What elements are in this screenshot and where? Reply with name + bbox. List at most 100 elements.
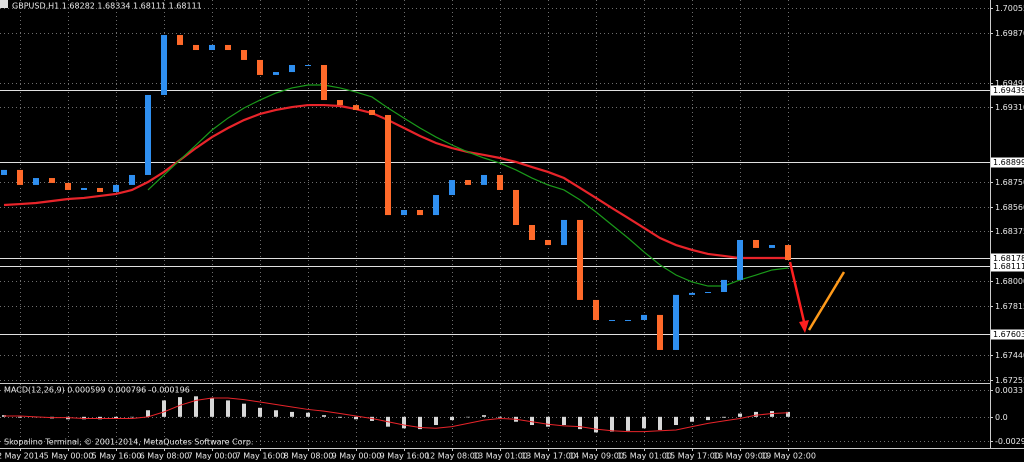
macd-bar (450, 416, 454, 421)
macd-bar (178, 397, 182, 417)
macd-bar (114, 416, 118, 419)
macd-bar (658, 416, 662, 430)
macd-bar (674, 416, 678, 426)
candle (417, 210, 423, 216)
candle (337, 100, 343, 106)
macd-bar (722, 416, 726, 418)
macd-bar (130, 416, 134, 418)
y-tick-label: 1.67815 (995, 302, 1024, 311)
x-tick-label: 15 May 17:00 (665, 452, 720, 461)
macd-bar (610, 416, 614, 432)
candle (657, 314, 663, 350)
candle (257, 59, 263, 75)
candle (33, 178, 39, 185)
x-tick-label: 15 May 01:00 (617, 452, 672, 461)
candle (305, 65, 311, 67)
y-tick-label: 1.68560 (995, 203, 1024, 212)
candle (353, 105, 359, 110)
candle (289, 65, 295, 73)
candle (113, 184, 119, 192)
price-level-label: 1.67603 (993, 330, 1024, 339)
macd-bar (706, 416, 710, 421)
y-tick-label: 0.0 (995, 413, 1008, 422)
candle (273, 72, 279, 75)
candle (177, 35, 183, 45)
macd-bar (338, 416, 342, 418)
macd-bar (402, 416, 406, 429)
candle (769, 245, 775, 248)
price-level-box (991, 85, 1024, 96)
candle (49, 178, 55, 183)
macd-bar (418, 416, 422, 430)
arrow-head (799, 320, 809, 333)
macd-bar (546, 416, 550, 427)
price-level-box (991, 253, 1024, 264)
candle (161, 35, 167, 95)
candle (145, 94, 151, 175)
candle (433, 195, 439, 216)
candle (705, 291, 711, 293)
candle (481, 174, 487, 185)
macd-bar (274, 410, 278, 417)
y-tick-label: 0.003315 (995, 386, 1024, 395)
indicator-line (3, 103, 788, 260)
macd-bar (690, 416, 694, 422)
y-tick-label: 1.68000 (995, 277, 1024, 286)
candle (529, 224, 535, 240)
candle (593, 299, 599, 320)
y-tick-label: 1.68750 (995, 178, 1024, 187)
macd-bar (162, 400, 166, 417)
x-tick-label: 2 May 2014 (0, 452, 44, 461)
macd-bar (530, 416, 534, 426)
candle (225, 44, 231, 51)
macd-bar (482, 415, 486, 417)
title-icon (0, 0, 8, 8)
price-level-label: 1.69439 (993, 86, 1024, 95)
candle (641, 314, 647, 320)
indicator-line (147, 84, 789, 287)
macd-bar (466, 416, 470, 418)
candle (609, 319, 615, 321)
x-tick-label: 6 May 08:00 (140, 452, 190, 461)
macd-bar (242, 403, 246, 417)
x-tick-label: 5 May 00:00 (44, 452, 94, 461)
y-tick-label: -0.00296 (995, 437, 1024, 446)
x-tick-label: 7 May 16:00 (236, 452, 286, 461)
candle (577, 219, 583, 300)
x-tick-label: 13 May 17:00 (521, 452, 576, 461)
candle (673, 294, 679, 350)
macd-bar (290, 411, 294, 417)
macd-bar (738, 413, 742, 417)
price-level-label: 1.68111 (993, 262, 1024, 271)
y-tick-label: 1.69310 (995, 103, 1024, 112)
macd-bar (754, 411, 758, 417)
x-tick-label: 14 May 09:00 (569, 452, 624, 461)
macd-bar (354, 416, 358, 420)
candle (193, 44, 199, 51)
arrow-up (807, 271, 846, 331)
candle (753, 239, 759, 248)
candle (209, 44, 215, 51)
candle (385, 115, 391, 216)
candle (721, 279, 727, 292)
price-level-label: 1.68899 (993, 158, 1024, 167)
x-tick-label: 12 May 08:00 (425, 452, 480, 461)
y-tick-label: 1.69495 (995, 79, 1024, 88)
macd-label: MACD(12,26,9) 0.000599 0.000796 -0.00019… (4, 386, 190, 395)
y-tick-label: 1.68375 (995, 227, 1024, 236)
price-level-box (991, 329, 1024, 340)
candle (401, 210, 407, 216)
macd-bar (258, 407, 262, 417)
candle (129, 174, 135, 185)
candle (465, 180, 471, 185)
candle (785, 245, 791, 261)
candle (65, 182, 71, 190)
x-tick-label: 9 May 16:00 (380, 452, 430, 461)
candle (561, 219, 567, 246)
candle (737, 239, 743, 280)
macd-bar (498, 416, 502, 418)
candle (241, 50, 247, 60)
candle (545, 239, 551, 246)
macd-bar (146, 410, 150, 417)
macd-bar (210, 397, 214, 417)
